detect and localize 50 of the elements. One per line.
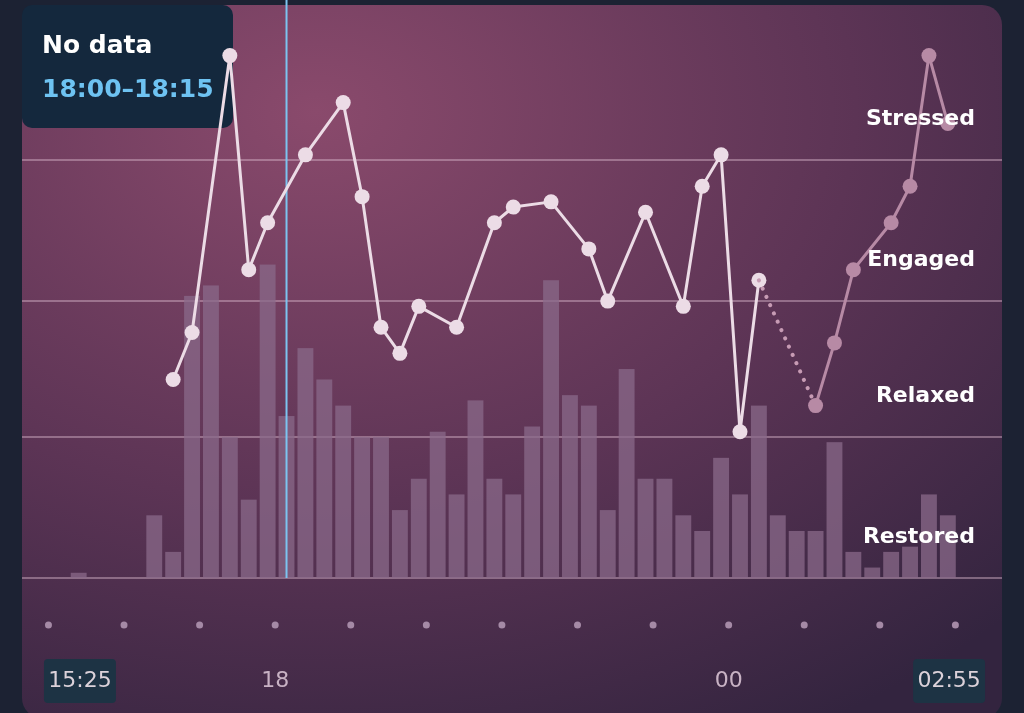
bar	[354, 436, 371, 578]
bar	[883, 551, 900, 578]
bar	[826, 442, 843, 578]
bar	[221, 436, 238, 578]
bar	[146, 515, 163, 578]
bar	[410, 478, 427, 578]
bar	[543, 280, 559, 578]
annotation: No data	[42, 30, 153, 59]
x-tick-label: 18	[261, 667, 290, 692]
bar	[505, 494, 522, 578]
x-tick-label: 15:25	[48, 667, 112, 692]
bar	[448, 494, 465, 578]
bar	[807, 530, 824, 578]
bar	[694, 530, 711, 578]
bar	[373, 436, 389, 578]
bar	[656, 478, 673, 578]
bar	[750, 405, 767, 578]
bar	[769, 515, 786, 578]
bar	[562, 395, 578, 578]
bar	[259, 264, 276, 578]
ref-line-label: Engaged	[867, 246, 975, 272]
bar	[902, 546, 918, 578]
bar	[864, 567, 881, 578]
bar	[429, 431, 446, 578]
bar	[184, 295, 200, 578]
bar	[467, 400, 484, 578]
bar	[316, 379, 333, 578]
ref-line-label: Restored	[862, 523, 975, 548]
bar	[165, 551, 182, 578]
bar	[203, 285, 219, 578]
x-tick-label: 02:55	[917, 667, 981, 692]
bar	[788, 530, 805, 578]
bar	[713, 457, 730, 578]
bar	[335, 405, 352, 578]
bar	[599, 510, 616, 578]
bar	[637, 478, 654, 578]
bar	[391, 510, 408, 578]
bar	[732, 494, 748, 578]
bar	[845, 551, 862, 578]
bar	[486, 478, 503, 578]
annotation: 18:00–18:15	[42, 74, 214, 103]
ref-line-label: Relaxed	[875, 381, 975, 407]
bar	[524, 426, 541, 578]
x-tick-label: 00	[714, 667, 743, 692]
bar	[580, 405, 597, 578]
bar	[675, 515, 692, 578]
bar	[618, 369, 635, 578]
bar	[297, 348, 314, 578]
ref-line-label: Stressed	[866, 105, 975, 131]
bar	[240, 499, 257, 578]
